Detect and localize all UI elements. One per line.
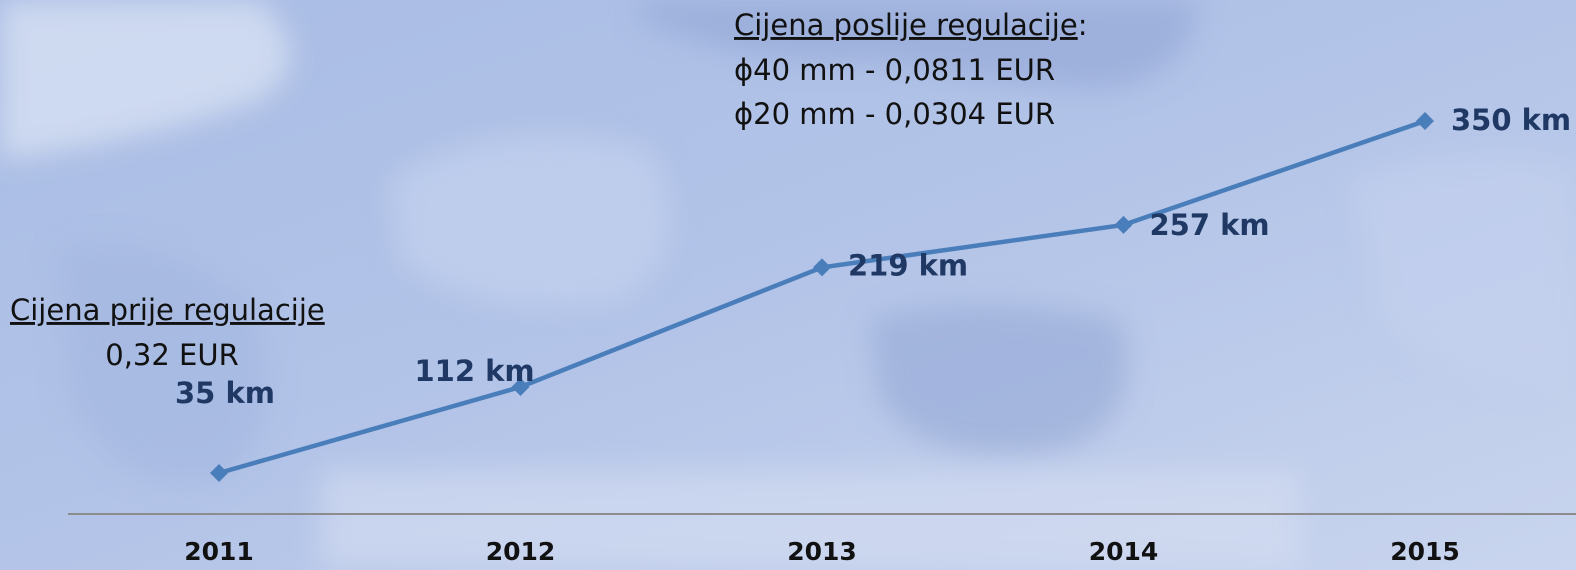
data-label: 35 km [175,376,275,410]
data-label: 219 km [848,248,968,282]
annotation-text: ϕ20 mm - 0,0304 EUR [734,97,1055,131]
data-label: 257 km [1150,208,1270,242]
data-label: 112 km [415,354,535,388]
annotation-suffix: : [1078,8,1088,42]
x-tick-label: 2015 [1390,537,1460,566]
x-tick-label: 2013 [787,537,857,566]
annotation-heading-text: Cijena poslije regulacije [734,8,1078,42]
x-tick-label: 2012 [486,537,556,566]
data-label: 350 km [1451,103,1571,137]
annotation-text: ϕ40 mm - 0,0811 EUR [734,53,1055,87]
annotation-heading: Cijena poslije regulacije: [734,8,1088,42]
page: Cijena prije regulacije 0,32 EUR Cijena … [0,0,1576,570]
annotation-text: 0,32 EUR [105,338,239,372]
annotation-heading: Cijena prije regulacije [10,293,325,327]
x-tick-label: 2011 [184,537,254,566]
chart: Cijena prije regulacije 0,32 EUR Cijena … [0,0,1576,570]
x-tick-label: 2014 [1089,537,1159,566]
